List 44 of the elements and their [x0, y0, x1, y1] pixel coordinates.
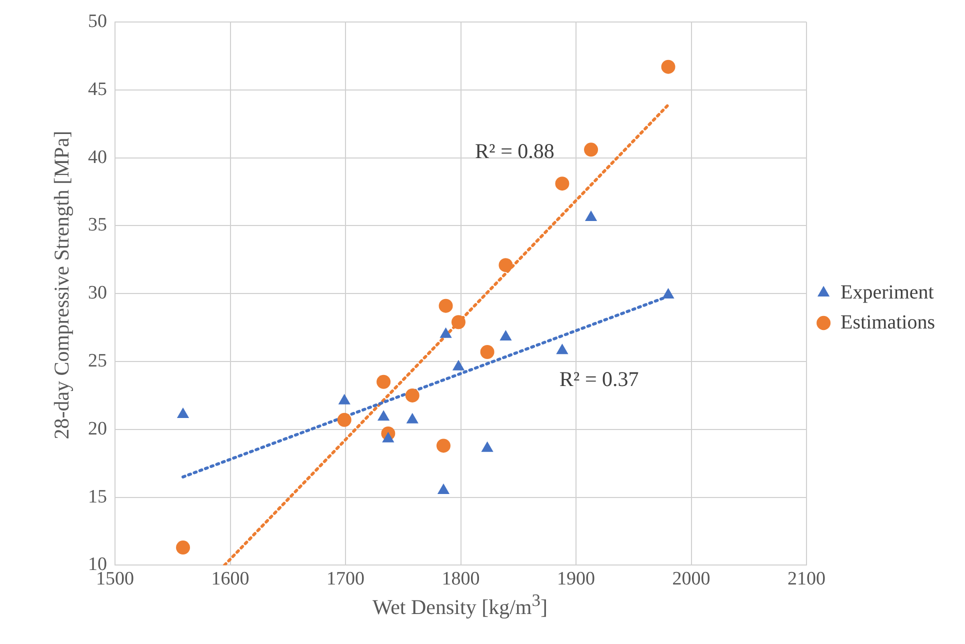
y-tick-label: 15	[88, 486, 107, 508]
point	[662, 288, 674, 298]
point	[440, 327, 452, 338]
x-axis-title: Wet Density [kg/m$^{3}$]	[371, 590, 549, 620]
point	[584, 142, 598, 157]
y-tick-label: 35	[88, 214, 107, 236]
x-tick-label: 1600	[211, 568, 250, 590]
point	[584, 210, 598, 222]
x-tick-label: 1800	[442, 568, 480, 590]
y-tick-label: 20	[88, 418, 107, 440]
point	[338, 394, 350, 404]
legend-label: Experiment	[840, 281, 934, 304]
x-tick-label: 2100	[788, 568, 826, 590]
point	[498, 258, 513, 272]
point	[337, 412, 352, 427]
annotation: R² = 0.37	[559, 367, 639, 392]
point	[437, 484, 450, 494]
y-tick-label: 25	[88, 350, 107, 372]
y-tick-label: 30	[88, 282, 107, 304]
point	[376, 374, 391, 389]
point	[176, 407, 190, 418]
y-tick-label: 40	[88, 146, 107, 168]
point	[556, 344, 568, 354]
point	[382, 432, 394, 442]
point	[555, 176, 570, 191]
point	[436, 438, 450, 453]
point	[405, 388, 420, 402]
y-axis-title: 28-day Compressive Strength [MPa]	[50, 130, 74, 440]
annotation: R² = 0.88	[475, 138, 554, 163]
x-tick-label: 1900	[557, 568, 596, 590]
point	[452, 360, 465, 370]
legend-label: Estimations	[840, 311, 936, 334]
x-tick-label: 2000	[672, 568, 710, 590]
point	[438, 298, 453, 313]
point	[451, 315, 466, 330]
x-tick-label: 1700	[326, 568, 365, 590]
y-tick-label: 50	[88, 10, 107, 32]
point	[406, 412, 418, 424]
point	[500, 330, 512, 341]
point	[661, 60, 676, 74]
y-tick-label: 45	[88, 78, 107, 100]
point	[481, 441, 494, 452]
point	[480, 344, 494, 359]
point	[377, 410, 390, 421]
